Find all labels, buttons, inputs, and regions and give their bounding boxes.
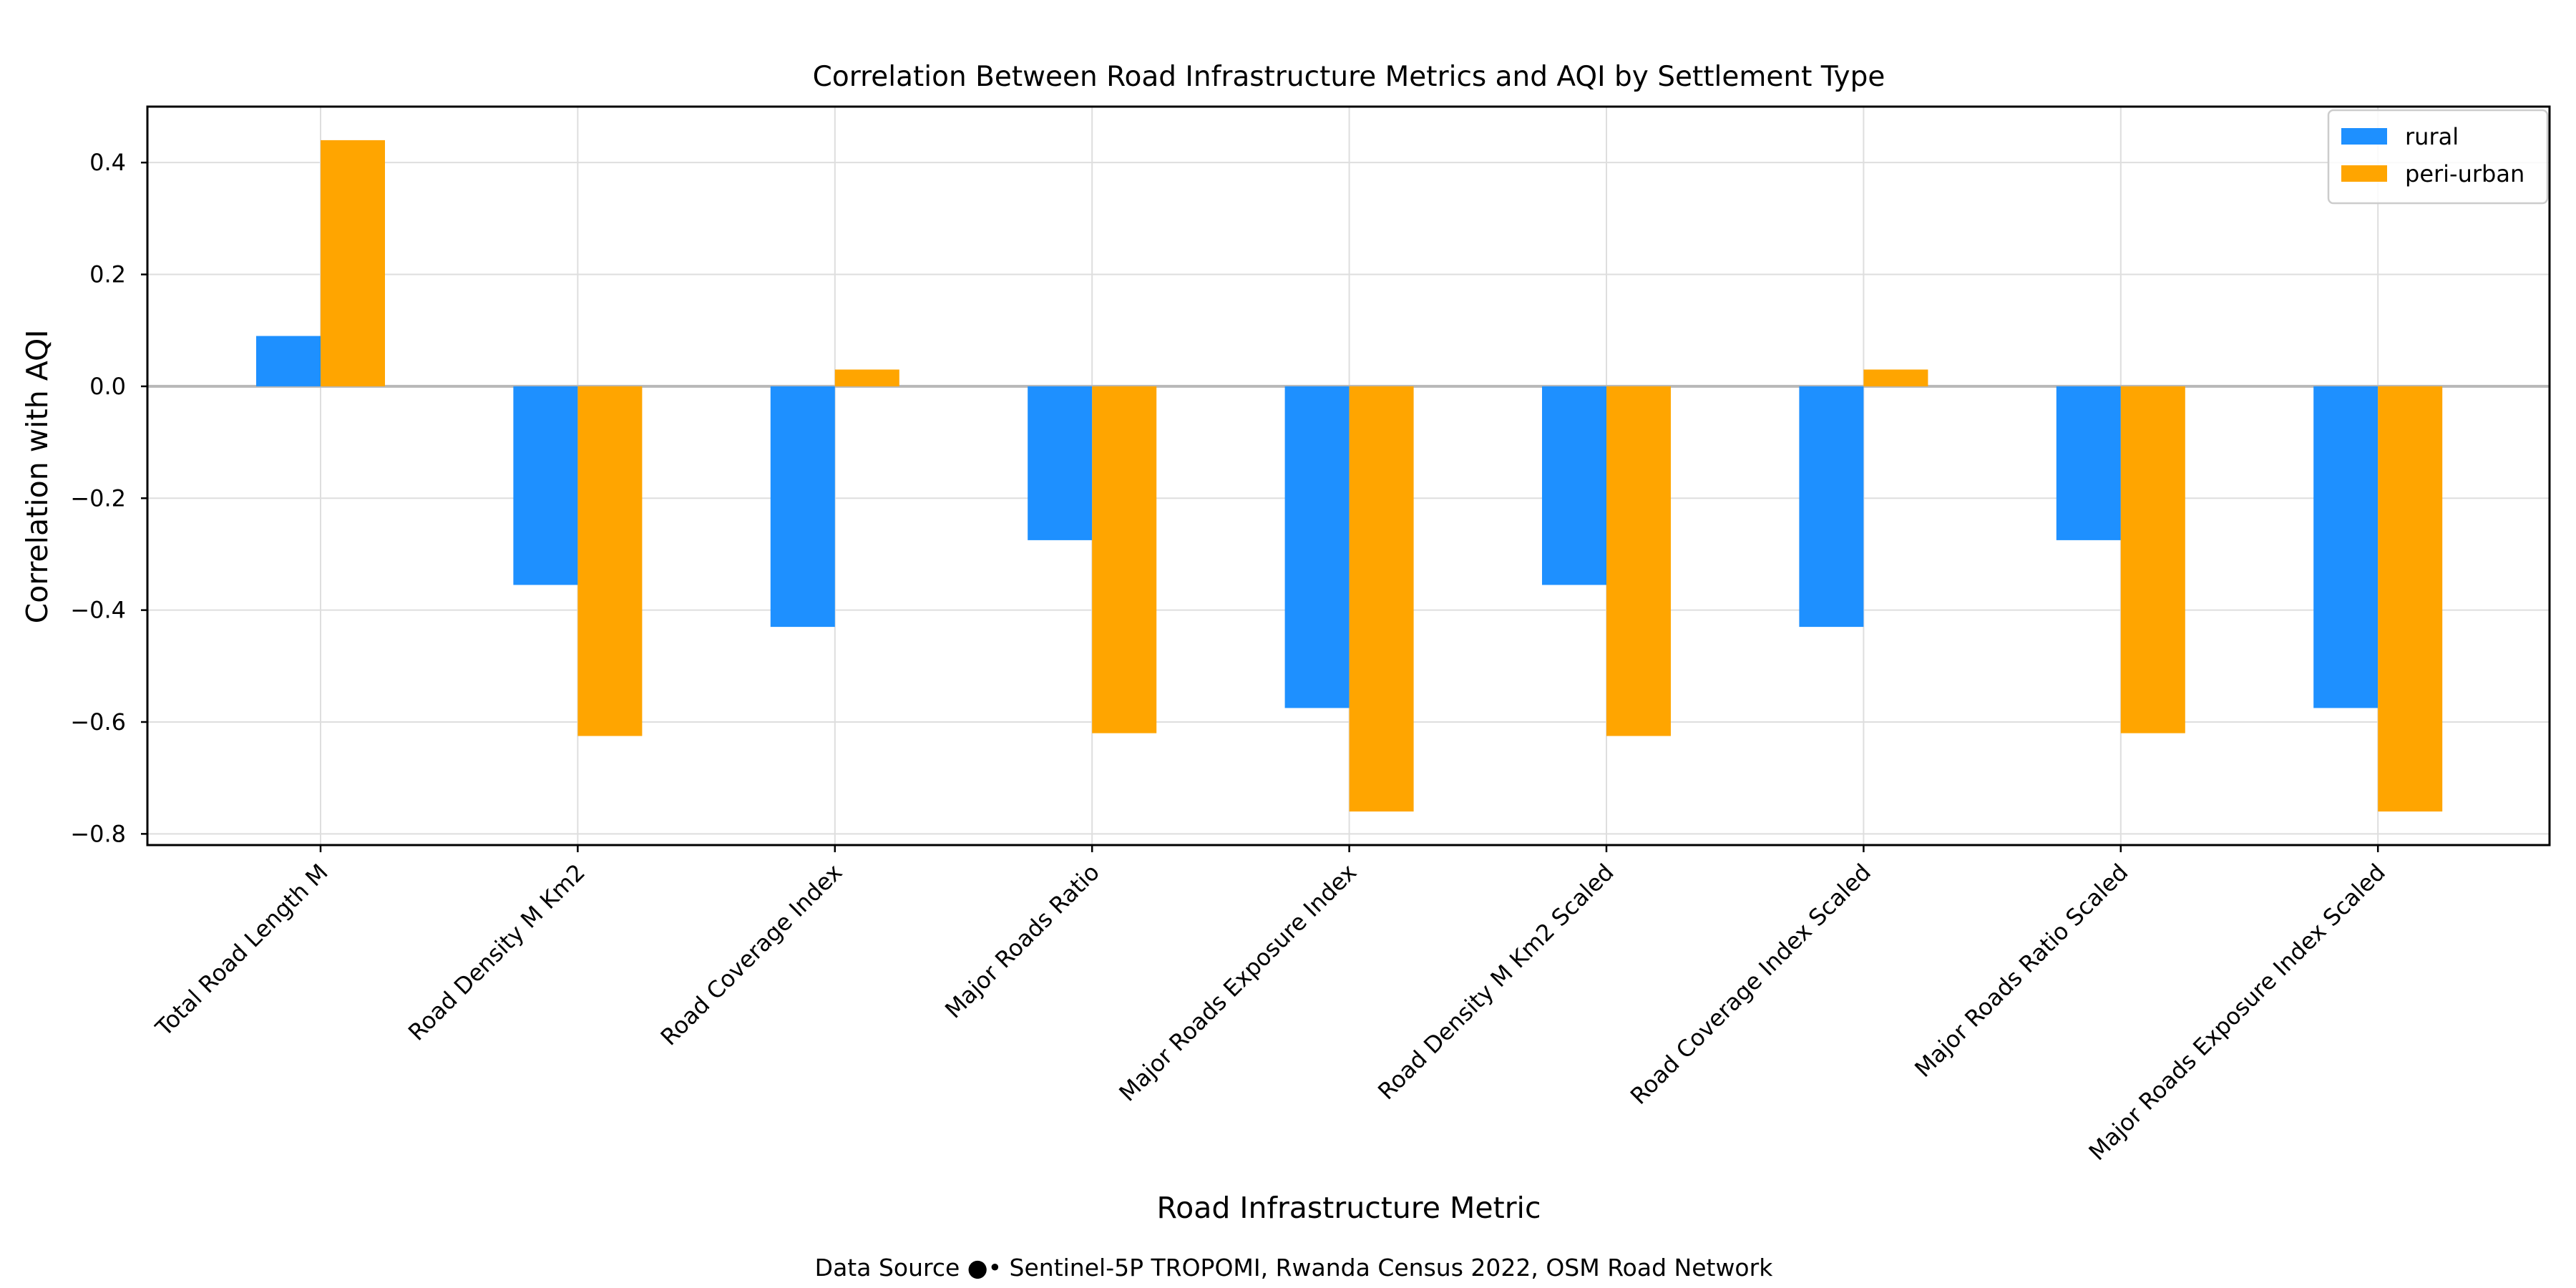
legend: rural peri-urban bbox=[2327, 109, 2549, 205]
legend-label-peri-urban: peri-urban bbox=[2405, 160, 2524, 187]
bar-rural-2 bbox=[770, 386, 835, 628]
y-tick-label: 0.0 bbox=[89, 373, 126, 400]
y-tick-label: −0.2 bbox=[70, 484, 126, 512]
legend-swatch-rural bbox=[2341, 128, 2387, 145]
bar-rural-3 bbox=[1028, 386, 1093, 540]
bar-peri-urban-2 bbox=[834, 369, 899, 386]
x-tick-label: Major Roads Exposure Index Scaled bbox=[2084, 859, 2391, 1166]
bar-rural-1 bbox=[513, 386, 578, 585]
data-source-note: Data Source ●• Sentinel-5P TROPOMI, Rwan… bbox=[815, 1254, 1774, 1282]
y-tick-label: −0.6 bbox=[70, 708, 126, 736]
bar-peri-urban-7 bbox=[2120, 386, 2185, 733]
legend-label-rural: rural bbox=[2405, 123, 2459, 150]
y-axis-label: Correlation with AQI bbox=[20, 330, 54, 624]
legend-swatch-peri-urban bbox=[2341, 165, 2387, 182]
x-axis-label: Road Infrastructure Metric bbox=[1157, 1191, 1541, 1225]
axis-layer: 0.4 0.2 0.0 −0.2 −0.4 −0.6 −0.8 Total Road Leng… bbox=[70, 149, 2391, 1166]
x-tick-label: Road Density M Km2 bbox=[403, 859, 590, 1046]
x-tick-label: Major Roads Exposure Index bbox=[1113, 859, 1362, 1107]
y-tick-label: −0.8 bbox=[70, 820, 126, 847]
x-tick-label: Road Coverage Index bbox=[655, 859, 848, 1051]
bar-peri-urban-8 bbox=[2378, 386, 2443, 812]
bar-peri-urban-6 bbox=[1863, 369, 1928, 386]
bars-layer bbox=[256, 140, 2443, 812]
bar-peri-urban-4 bbox=[1349, 386, 1414, 812]
bar-rural-7 bbox=[2056, 386, 2121, 540]
bar-peri-urban-1 bbox=[577, 386, 643, 736]
bar-rural-4 bbox=[1284, 386, 1350, 708]
bar-peri-urban-3 bbox=[1092, 386, 1157, 733]
bar-peri-urban-0 bbox=[321, 140, 385, 386]
plot-area-frame bbox=[146, 105, 2551, 847]
y-tick-label: −0.4 bbox=[70, 597, 126, 624]
chart-title: Correlation Between Road Infrastructure … bbox=[813, 61, 1885, 93]
x-tick-label: Road Density M Km2 Scaled bbox=[1372, 859, 1619, 1105]
y-tick-label: 0.4 bbox=[89, 149, 126, 176]
bar-peri-urban-5 bbox=[1606, 386, 1671, 736]
y-tick-label: 0.2 bbox=[89, 261, 126, 288]
x-tick-label: Road Coverage Index Scaled bbox=[1625, 859, 1876, 1110]
x-tick-label: Major Roads Ratio Scaled bbox=[1909, 859, 2133, 1083]
bar-rural-6 bbox=[1799, 386, 1864, 628]
x-tick-label: Total Road Length M bbox=[150, 859, 333, 1042]
bar-rural-8 bbox=[2313, 386, 2379, 708]
bar-rural-5 bbox=[1542, 386, 1606, 585]
bar-rural-0 bbox=[256, 336, 321, 386]
x-tick-label: Major Roads Ratio bbox=[940, 859, 1105, 1024]
